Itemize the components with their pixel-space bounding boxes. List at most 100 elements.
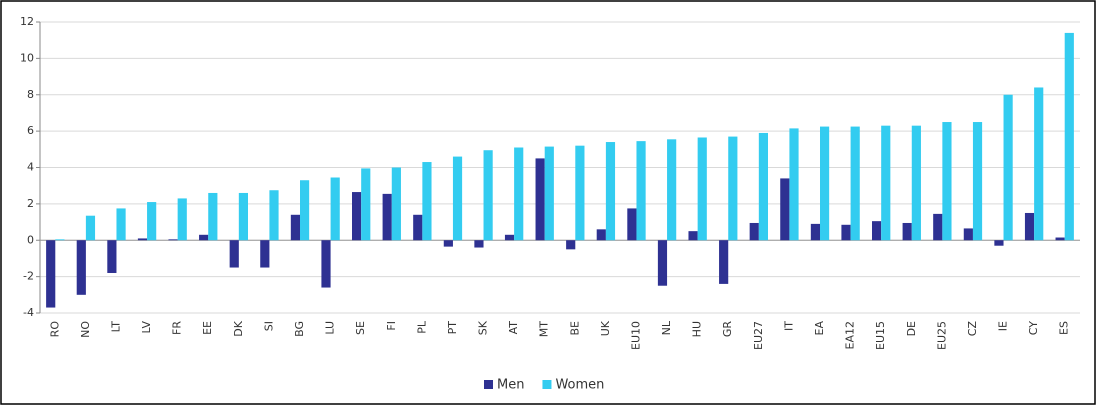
x-tick-label: FI: [385, 321, 398, 331]
legend-swatch: [542, 380, 552, 389]
bar: [177, 198, 187, 241]
x-tick-label: MT: [538, 321, 551, 337]
y-tick-label: 4: [27, 161, 34, 174]
bar: [382, 193, 392, 241]
bar: [413, 214, 423, 241]
bar: [46, 240, 56, 308]
y-tick-label: 0: [27, 233, 34, 246]
bar: [260, 240, 270, 268]
x-tick-label: EU10: [629, 321, 642, 350]
bar: [147, 202, 157, 241]
y-tick-label: 8: [27, 88, 34, 101]
bar: [116, 208, 126, 241]
y-tick-label: -2: [23, 270, 34, 283]
x-tick-label: NL: [660, 320, 673, 335]
x-tick-label: BG: [293, 321, 306, 337]
bar: [55, 239, 65, 241]
x-tick-label: BE: [568, 321, 581, 336]
bar: [758, 132, 768, 241]
x-tick-label: HU: [691, 321, 704, 337]
legend-label: Women: [555, 378, 604, 393]
x-tick-label: IE: [997, 321, 1010, 331]
bar: [963, 228, 973, 241]
x-tick-label: GR: [721, 321, 734, 338]
x-tick-label: PT: [446, 321, 459, 335]
bar: [76, 240, 86, 295]
bar: [566, 240, 576, 250]
x-tick-label: LT: [109, 321, 122, 333]
y-tick-label: 2: [27, 197, 34, 210]
x-tick-label: SK: [477, 320, 490, 335]
bar: [667, 139, 677, 241]
bar: [514, 147, 524, 241]
bar: [994, 240, 1004, 246]
bar: [972, 122, 983, 241]
bar: [330, 177, 340, 241]
x-tick-label: UK: [599, 320, 612, 336]
bar: [1064, 32, 1074, 241]
bar: [1034, 87, 1044, 241]
x-tick-label: SI: [262, 321, 275, 331]
x-tick-label: CY: [1027, 321, 1040, 335]
bar: [352, 192, 362, 241]
x-tick-label: EU27: [752, 321, 765, 350]
bar: [535, 158, 545, 241]
bar: [596, 229, 606, 241]
x-tick-label: PL: [415, 320, 428, 334]
bar: [841, 224, 851, 241]
bar: [208, 192, 218, 241]
bar: [820, 126, 830, 241]
y-tick-label: 6: [27, 124, 34, 137]
bar: [911, 125, 921, 241]
x-tick-label: SE: [354, 321, 367, 335]
bar: [238, 192, 248, 241]
x-tick-label: RO: [48, 321, 61, 338]
x-tick-label: DK: [232, 320, 245, 336]
x-tick-label: IT: [782, 321, 795, 331]
x-tick-label: LU: [324, 321, 337, 335]
bar: [85, 215, 96, 241]
y-tick-label: 12: [20, 15, 34, 28]
bar: [789, 128, 799, 241]
bar: [137, 238, 148, 241]
x-tick-label: EU15: [874, 321, 887, 350]
bar: [688, 231, 698, 241]
bar: [168, 239, 178, 241]
bar: [1055, 237, 1065, 241]
x-tick-label: ES: [1058, 321, 1071, 335]
y-tick-label: 10: [20, 51, 34, 64]
bar: [627, 208, 637, 241]
bar: [749, 222, 759, 241]
bar: [850, 126, 860, 241]
x-tick-label: AT: [507, 321, 520, 335]
bar: [942, 122, 952, 241]
legend-label: Men: [497, 378, 524, 393]
x-tick-label: EU25: [935, 321, 948, 350]
bar: [290, 214, 300, 241]
x-tick-label: DE: [905, 321, 918, 336]
bar: [269, 190, 279, 241]
x-tick-label: NO: [79, 321, 92, 338]
bar: [636, 141, 646, 241]
bar: [452, 156, 463, 241]
x-tick-label: CZ: [966, 321, 979, 337]
y-tick-label: -4: [23, 306, 34, 319]
legend-swatch: [484, 380, 493, 389]
x-tick-label: FR: [171, 321, 184, 335]
bar: [575, 145, 585, 241]
bar: [719, 240, 729, 284]
bar: [321, 240, 331, 288]
bar: [810, 223, 820, 241]
bar: [474, 240, 484, 248]
bar: [780, 178, 790, 241]
bar: [391, 167, 401, 241]
bar: [443, 240, 453, 247]
bar: [544, 146, 554, 241]
bar: [933, 213, 943, 241]
x-tick-label: EA: [813, 321, 826, 336]
bar: [902, 222, 912, 241]
bar: [657, 240, 668, 286]
bar: [881, 125, 891, 241]
bar: [605, 142, 616, 241]
